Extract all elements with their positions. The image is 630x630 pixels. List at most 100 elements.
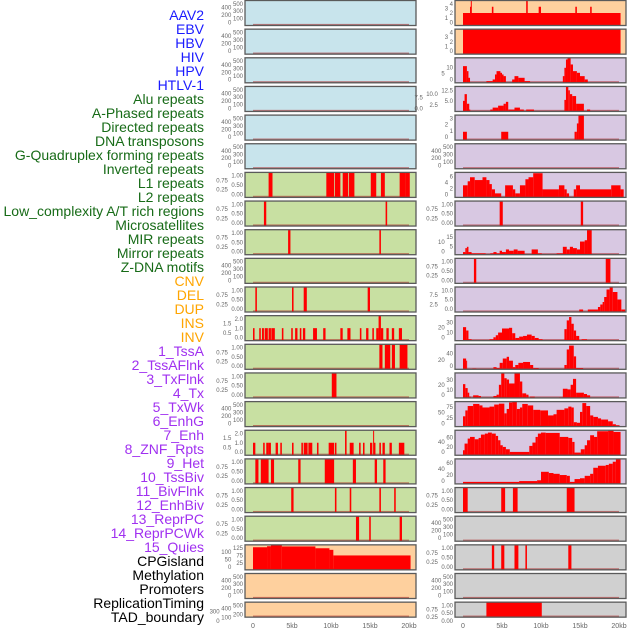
y-tick-label: 100 xyxy=(443,532,454,538)
y-tick-label: 0.75 xyxy=(216,207,228,213)
data-bar xyxy=(505,249,510,255)
data-bar xyxy=(263,201,267,227)
data-bar xyxy=(528,177,534,198)
y-tick-label: 10 xyxy=(446,331,453,337)
data-bar xyxy=(504,413,507,427)
data-bar xyxy=(474,180,483,198)
data-bar xyxy=(494,74,497,83)
data-bar xyxy=(324,458,335,484)
panel-background xyxy=(245,143,416,169)
panel-border xyxy=(454,114,627,141)
track-label: Alu repeats xyxy=(133,91,204,107)
track-label: CNV xyxy=(174,273,204,289)
panel-border xyxy=(244,171,417,199)
y-tick-label: 200 xyxy=(221,128,232,134)
y-tick-label: 40 xyxy=(438,440,445,446)
data-bar xyxy=(379,487,381,513)
data-bar xyxy=(391,328,395,341)
y-tick-label: 0.25 xyxy=(216,216,228,222)
y-tick-label: 0.25 xyxy=(426,274,438,280)
panel-background xyxy=(245,344,416,370)
panel-border xyxy=(244,229,417,256)
panel-border xyxy=(454,286,627,313)
data-bar xyxy=(380,328,384,341)
panel-baseline xyxy=(253,396,409,398)
panel-border xyxy=(244,343,417,370)
data-bar xyxy=(512,487,518,513)
y-tick-label: 0 xyxy=(228,20,232,26)
data-bar xyxy=(580,189,612,198)
panel-background xyxy=(455,315,626,341)
panel-background xyxy=(245,516,416,542)
y-tick-label: 0.25 xyxy=(216,474,228,480)
data-bar xyxy=(567,389,571,398)
data-bar xyxy=(480,434,485,456)
data-bar xyxy=(538,6,541,26)
data-bar xyxy=(502,74,504,83)
data-bar xyxy=(471,253,486,255)
data-bar xyxy=(394,487,396,513)
y-tick-label: 0.0 xyxy=(414,106,423,112)
y-tick-label: 0 xyxy=(441,450,445,456)
y-tick-label: 300 xyxy=(233,67,244,73)
y-tick-label: 0 xyxy=(228,164,232,170)
data-bar xyxy=(369,516,371,542)
y-tick-label: 300 xyxy=(233,124,244,130)
panel-border xyxy=(454,143,627,170)
y-tick-label: 200 xyxy=(431,156,442,162)
data-bar xyxy=(522,393,527,398)
data-bar xyxy=(490,109,493,112)
y-tick-label: 500 xyxy=(233,603,244,609)
panel-background xyxy=(245,229,416,255)
y-tick-label: 400 xyxy=(221,6,232,12)
data-bar xyxy=(463,252,466,255)
panel-background xyxy=(455,143,626,169)
data-bar xyxy=(331,372,337,398)
y-tick-label: 0.75 xyxy=(216,522,228,528)
data-bar xyxy=(576,185,580,198)
data-bar xyxy=(531,335,535,341)
y-tick-label: 1.00 xyxy=(441,603,453,609)
data-bar xyxy=(602,302,605,312)
y-tick-label: 500 xyxy=(233,88,244,94)
data-bar xyxy=(545,432,560,456)
data-bar xyxy=(600,304,603,312)
data-bar xyxy=(373,430,375,456)
panel-baseline xyxy=(463,568,619,570)
data-bar xyxy=(573,330,577,341)
data-bar xyxy=(506,408,510,427)
data-bar xyxy=(499,362,503,370)
y-tick-label: 200 xyxy=(221,13,232,19)
data-bar xyxy=(518,362,524,370)
x-tick-label: 10kb xyxy=(323,623,338,630)
data-bar xyxy=(573,422,577,427)
data-bar xyxy=(255,458,259,484)
y-tick-label: 1.0 xyxy=(235,326,244,332)
data-bar xyxy=(572,96,577,112)
panel-baseline xyxy=(463,167,619,169)
data-bar xyxy=(580,411,583,427)
data-bar xyxy=(280,442,282,456)
data-bar xyxy=(566,475,570,484)
data-bar xyxy=(463,384,466,398)
panel-background xyxy=(455,258,626,284)
data-bar xyxy=(553,414,557,427)
data-bar xyxy=(597,465,606,484)
data-bar xyxy=(295,328,298,341)
panel-background xyxy=(245,487,416,513)
y-tick-label: 0.75 xyxy=(426,494,438,500)
data-bar xyxy=(519,336,524,341)
track-label: 12_EnhBiv xyxy=(136,497,204,513)
data-bar xyxy=(535,436,538,456)
y-tick-label: 100 xyxy=(233,590,244,596)
y-tick-label: 0 xyxy=(216,619,220,625)
data-bar xyxy=(366,328,369,341)
y-tick-label: 5 xyxy=(441,72,445,78)
data-bar xyxy=(574,131,577,141)
data-bar xyxy=(493,252,497,255)
panel-background xyxy=(455,229,626,255)
y-tick-label: 2.5 xyxy=(430,103,439,109)
y-tick-label: 10.0 xyxy=(426,92,438,98)
data-bar xyxy=(399,344,408,370)
y-tick-label: 0.00 xyxy=(231,507,243,513)
